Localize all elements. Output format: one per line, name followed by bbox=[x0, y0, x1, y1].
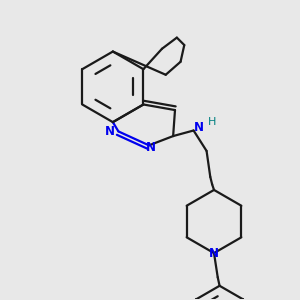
Text: N: N bbox=[146, 141, 156, 154]
Text: N: N bbox=[209, 247, 219, 260]
Text: H: H bbox=[208, 117, 216, 127]
Text: N: N bbox=[105, 125, 115, 138]
Text: N: N bbox=[194, 121, 204, 134]
